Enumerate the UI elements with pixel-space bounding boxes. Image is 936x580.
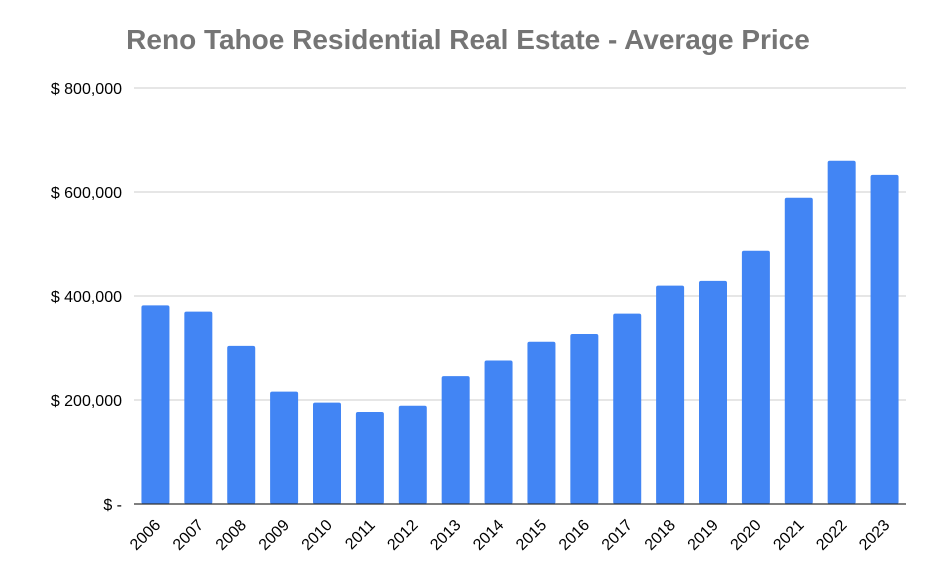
gridlines [134,87,906,401]
x-tick-label: 2014 [470,517,507,554]
x-tick-label: 2016 [556,517,593,554]
x-tick-label: 2010 [299,517,336,554]
bar-2013 [441,376,470,504]
bars [141,160,899,505]
bar-2017 [613,313,642,504]
y-tick-label: $ 400,000 [51,289,122,306]
bar-2008 [227,345,256,504]
y-tick-label: $ 600,000 [51,185,122,202]
y-tick-label: $ - [103,497,122,514]
bar-2007 [184,311,213,504]
bar-2006 [141,305,170,504]
x-tick-label: 2019 [685,517,722,554]
x-axis-ticks: 2006 2007 2008 2009 2010 2011 2012 2013 2014 2015… [127,517,893,554]
bar-2018 [656,285,685,504]
bar-2020 [741,250,770,504]
bar-2010 [313,402,341,504]
x-tick-label: 2007 [170,517,207,554]
x-tick-label: 2012 [384,517,421,554]
bar-2022 [827,160,856,505]
bar-2019 [699,280,727,504]
chart-title: Reno Tahoe Residential Real Estate - Ave… [126,24,810,55]
bar-2023 [870,174,899,504]
y-axis-ticks: $ - $ 200,000 $ 400,000 $ 600,000 $ 800,000 [51,81,122,514]
x-tick-label: 2022 [813,517,850,554]
bar-2021 [784,197,813,504]
x-tick-label: 2017 [599,517,636,554]
y-tick-label: $ 200,000 [51,393,122,410]
x-tick-label: 2009 [256,517,293,554]
bar-2014 [484,360,513,504]
bar-2011 [355,411,384,504]
bar-2012 [398,405,427,504]
bar-2009 [270,391,299,504]
x-tick-label: 2021 [770,517,807,554]
x-tick-label: 2006 [127,517,164,554]
x-tick-label: 2011 [342,517,378,553]
x-tick-label: 2020 [728,517,765,554]
bar-2015 [527,341,556,504]
y-tick-label: $ 800,000 [51,81,122,98]
x-tick-label: 2008 [213,517,250,554]
x-tick-label: 2018 [642,517,679,554]
x-tick-label: 2015 [513,517,550,554]
bar-2016 [570,333,599,504]
x-tick-label: 2013 [427,517,464,554]
x-tick-label: 2023 [856,517,893,554]
